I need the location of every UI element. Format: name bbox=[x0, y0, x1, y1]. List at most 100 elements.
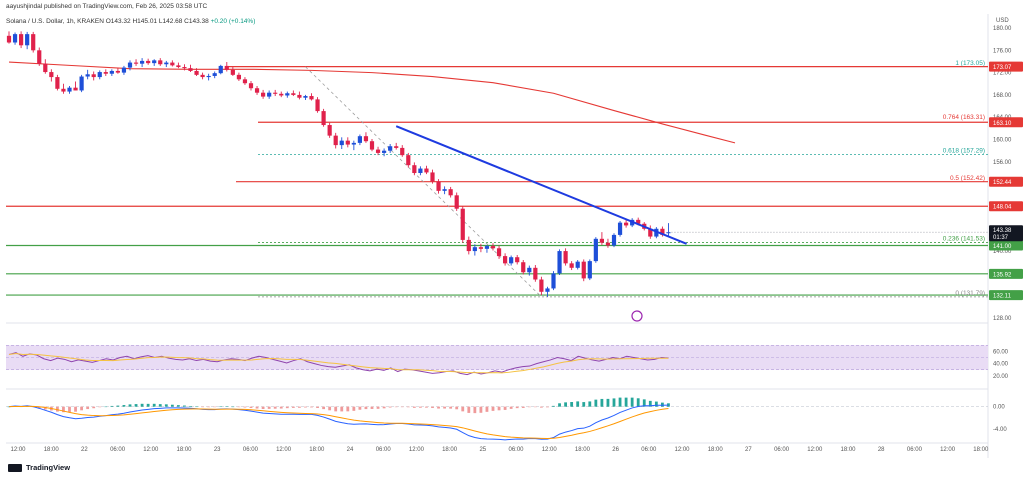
candle-body bbox=[127, 62, 133, 68]
macd-histogram-bar bbox=[279, 406, 283, 409]
macd-histogram-bar bbox=[630, 397, 634, 407]
macd-histogram-bar bbox=[177, 405, 180, 407]
fib-level-label: 0.5 (152.42) bbox=[950, 175, 985, 182]
macd-histogram-bar bbox=[310, 406, 313, 408]
price-level-badge bbox=[989, 176, 1023, 187]
time-tick-label: 06:00 bbox=[508, 447, 524, 453]
rsi-tick-label: 40.00 bbox=[993, 362, 1009, 368]
candle-body bbox=[31, 34, 36, 51]
candle-body bbox=[188, 68, 193, 71]
macd-histogram-bar bbox=[642, 399, 646, 407]
macd-histogram-bar bbox=[249, 406, 253, 409]
candle-body bbox=[587, 261, 592, 279]
candle-body bbox=[569, 263, 574, 268]
macd-histogram-bar bbox=[74, 406, 77, 412]
time-tick-label: 18:00 bbox=[575, 447, 591, 453]
macd-histogram-bar bbox=[406, 406, 410, 408]
macd-histogram-bar bbox=[104, 406, 108, 408]
candle-body bbox=[206, 75, 211, 78]
macd-histogram-bar bbox=[358, 406, 362, 410]
price-level-label: 173.07 bbox=[993, 65, 1012, 71]
fib-level-label: 1 (173.05) bbox=[955, 60, 985, 67]
candle-body bbox=[224, 65, 229, 70]
macd-histogram-bar bbox=[37, 406, 41, 409]
candle-body bbox=[363, 136, 369, 142]
fib-level-label: 0.618 (157.29) bbox=[943, 148, 985, 155]
time-tick-label: 12:00 bbox=[276, 447, 292, 453]
macd-histogram-bar bbox=[509, 406, 513, 409]
price-tick-label: 140.00 bbox=[993, 249, 1012, 255]
candle-body bbox=[369, 141, 375, 150]
low-value: L142.68 bbox=[158, 18, 183, 25]
macd-histogram-bar bbox=[515, 406, 519, 409]
candle-body bbox=[460, 208, 465, 240]
currency-label: USD bbox=[996, 18, 1009, 24]
time-tick-label: 06:00 bbox=[641, 447, 657, 453]
candle-body bbox=[509, 257, 514, 264]
candle-body bbox=[273, 92, 278, 94]
rsi-tick-label: 20.00 bbox=[993, 374, 1009, 380]
macd-histogram-bar bbox=[370, 406, 374, 409]
candle-body bbox=[490, 246, 496, 249]
price-tick-label: 176.00 bbox=[993, 48, 1012, 54]
macd-histogram-bar bbox=[128, 404, 132, 407]
macd-histogram-bar bbox=[62, 406, 65, 413]
macd-histogram-bar bbox=[207, 406, 211, 408]
macd-histogram-bar bbox=[443, 406, 446, 409]
candle-body bbox=[472, 247, 477, 252]
price-level-badge bbox=[989, 201, 1023, 212]
macd-histogram-bar bbox=[267, 406, 271, 409]
macd-histogram-bar bbox=[570, 402, 574, 407]
candle-body bbox=[575, 261, 580, 268]
price-level-label: 148.04 bbox=[993, 205, 1012, 211]
macd-histogram-bar bbox=[346, 406, 350, 412]
candle-body bbox=[79, 76, 84, 91]
time-tick-label: 12:00 bbox=[674, 447, 690, 453]
candle-body bbox=[85, 74, 90, 77]
macd-histogram-bar bbox=[261, 406, 265, 409]
macd-histogram-bar bbox=[533, 406, 537, 408]
candle-body bbox=[297, 94, 302, 98]
macd-histogram-bar bbox=[158, 404, 162, 407]
moving-average-line bbox=[8, 61, 736, 144]
time-tick-label: 12:00 bbox=[10, 447, 26, 453]
candle-body bbox=[212, 73, 217, 76]
price-tick-label: 180.00 bbox=[993, 26, 1012, 32]
fib-diagonal-line bbox=[305, 66, 542, 298]
macd-histogram-bar bbox=[110, 405, 114, 407]
candle-body bbox=[254, 88, 260, 93]
publisher-info: aayushjindal published on TradingView.co… bbox=[6, 3, 208, 10]
macd-histogram-bar bbox=[461, 406, 465, 412]
candle-body bbox=[67, 87, 72, 92]
macd-histogram-bar bbox=[412, 406, 416, 408]
tradingview-brand[interactable]: TradingView bbox=[8, 463, 70, 472]
candle-body bbox=[448, 189, 453, 196]
macd-histogram-bar bbox=[201, 406, 204, 408]
candle-body bbox=[242, 79, 248, 84]
macd-histogram-bar bbox=[140, 403, 144, 407]
candle-body bbox=[248, 83, 254, 89]
candle-body bbox=[557, 251, 562, 274]
time-tick-label: 18:00 bbox=[176, 447, 192, 453]
candle-body bbox=[563, 251, 568, 264]
candle-body bbox=[581, 261, 586, 279]
price-level-badge bbox=[989, 240, 1023, 251]
candle-body bbox=[49, 72, 54, 78]
price-level-label: 152.44 bbox=[993, 180, 1012, 186]
macd-histogram-bar bbox=[582, 402, 586, 407]
candle-body bbox=[303, 96, 308, 98]
candle-body bbox=[636, 219, 641, 224]
candle-body bbox=[545, 288, 550, 292]
macd-histogram-bar bbox=[467, 406, 471, 413]
macd-histogram-bar bbox=[636, 398, 640, 407]
candle-body bbox=[375, 149, 381, 153]
time-tick-label: 12:00 bbox=[542, 447, 558, 453]
macd-histogram-bar bbox=[419, 406, 422, 408]
candle-body bbox=[521, 262, 526, 273]
macd-histogram-bar bbox=[298, 406, 301, 408]
candle-body bbox=[593, 238, 598, 262]
tradingview-logo-icon bbox=[8, 463, 22, 472]
macd-histogram-bar bbox=[661, 402, 664, 407]
candle-body bbox=[424, 168, 429, 173]
